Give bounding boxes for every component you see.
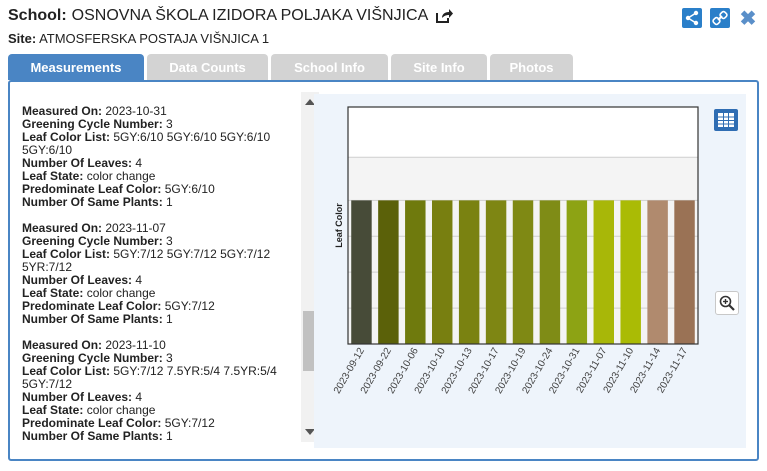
greening-cycle-value: 3 bbox=[166, 117, 173, 131]
same-plants-label: Number Of Same Plants: bbox=[22, 195, 163, 209]
bar-2023-09-22[interactable] bbox=[378, 200, 399, 344]
zoom-in-icon[interactable] bbox=[715, 291, 739, 315]
leaf-color-list-value: 5GY:6/10 5GY:6/10 5GY:6/10 5GY:6/10 bbox=[22, 130, 271, 157]
number-of-leaves-value: 4 bbox=[135, 273, 143, 287]
bar-2023-09-12[interactable] bbox=[351, 200, 372, 344]
leaf-color-list-label: Leaf Color List: bbox=[22, 130, 111, 144]
measured-on-label: Measured On: bbox=[22, 338, 103, 352]
bar-2023-11-10[interactable] bbox=[620, 200, 641, 344]
scroll-down-icon[interactable] bbox=[305, 429, 315, 435]
site-line: Site: ATMOSFERSKA POSTAJA VIŠNJICA 1 bbox=[8, 31, 758, 46]
bar-2023-10-24[interactable] bbox=[539, 200, 561, 344]
number-of-leaves-value: 4 bbox=[135, 156, 143, 170]
record-item: Measured On: 2023-11-10 Greening Cycle N… bbox=[22, 338, 300, 443]
record-item: Measured On: 2023-11-07 Greening Cycle N… bbox=[22, 222, 300, 326]
records-list[interactable]: Measured On: 2023-10-31 Greening Cycle N… bbox=[22, 92, 300, 443]
measurements-panel: Measured On: 2023-10-31 Greening Cycle N… bbox=[8, 80, 759, 461]
number-of-leaves-label: Number Of Leaves: bbox=[22, 390, 133, 404]
leaf-color-list-value: 5GY:7/12 5GY:7/12 5GY:7/12 5YR:7/12 bbox=[22, 247, 271, 274]
tab-measurements[interactable]: Measurements bbox=[8, 54, 144, 80]
predominate-color-label: Predominate Leaf Color: bbox=[22, 182, 162, 196]
tab-site-info[interactable]: Site Info bbox=[391, 54, 487, 80]
tab-school-info[interactable]: School Info bbox=[271, 54, 388, 80]
greening-cycle-label: Greening Cycle Number: bbox=[22, 117, 163, 131]
same-plants-label: Number Of Same Plants: bbox=[22, 312, 163, 326]
leaf-color-list-label: Leaf Color List: bbox=[22, 247, 111, 261]
same-plants-value: 1 bbox=[166, 195, 173, 209]
predominate-color-label: Predominate Leaf Color: bbox=[22, 299, 162, 313]
leaf-color-list-value: 5GY:7/12 7.5YR:5/4 7.5YR:5/4 5GY:7/12 bbox=[22, 364, 277, 391]
leaf-state-value: color change bbox=[86, 403, 156, 417]
greening-cycle-label: Greening Cycle Number: bbox=[22, 234, 163, 248]
greening-cycle-value: 3 bbox=[166, 351, 173, 365]
y-axis-label: Leaf Color bbox=[334, 203, 344, 248]
same-plants-value: 1 bbox=[166, 312, 173, 326]
share-icon[interactable] bbox=[682, 8, 702, 28]
predominate-color-value: 5GY:6/10 bbox=[164, 182, 215, 196]
same-plants-label: Number Of Same Plants: bbox=[22, 429, 163, 443]
site-label: Site: bbox=[8, 31, 37, 46]
tab-bar: Measurements Data Counts School Info Sit… bbox=[8, 54, 573, 80]
school-label: School: bbox=[8, 7, 67, 24]
tab-photos[interactable]: Photos bbox=[490, 54, 573, 80]
number-of-leaves-value: 4 bbox=[135, 390, 143, 404]
leaf-color-list-label: Leaf Color List: bbox=[22, 364, 111, 378]
measured-on-label: Measured On: bbox=[22, 221, 103, 235]
school-line: School: OSNOVNA ŠKOLA IZIDORA POLJAKA VI… bbox=[8, 6, 758, 26]
bar-2023-10-06[interactable] bbox=[405, 200, 426, 344]
tab-data-counts[interactable]: Data Counts bbox=[147, 54, 268, 80]
bar-2023-11-14[interactable] bbox=[647, 200, 668, 344]
bar-2023-11-17[interactable] bbox=[674, 200, 695, 344]
bar-2023-10-19[interactable] bbox=[512, 200, 534, 344]
top-icons: ✖ bbox=[682, 7, 758, 30]
bar-2023-10-13[interactable] bbox=[458, 200, 480, 344]
scrollbar-thumb[interactable] bbox=[303, 311, 317, 371]
header: School: OSNOVNA ŠKOLA IZIDORA POLJAKA VI… bbox=[8, 6, 758, 46]
external-link-icon[interactable] bbox=[435, 8, 454, 24]
table-icon[interactable] bbox=[714, 109, 738, 131]
same-plants-value: 1 bbox=[166, 429, 173, 443]
measured-on-label: Measured On: bbox=[22, 104, 103, 118]
leaf-state-label: Leaf State: bbox=[22, 403, 84, 417]
site-name: ATMOSFERSKA POSTAJA VIŠNJICA 1 bbox=[39, 31, 270, 46]
predominate-color-value: 5GY:7/12 bbox=[164, 299, 215, 313]
predominate-color-value: 5GY:7/12 bbox=[164, 416, 215, 430]
measured-on-value: 2023-11-10 bbox=[105, 338, 166, 352]
bar-2023-11-07[interactable] bbox=[593, 200, 614, 344]
greening-cycle-value: 3 bbox=[166, 234, 173, 248]
measured-on-value: 2023-10-31 bbox=[105, 104, 167, 118]
record-item: Measured On: 2023-10-31 Greening Cycle N… bbox=[22, 105, 300, 209]
greening-cycle-label: Greening Cycle Number: bbox=[22, 351, 163, 365]
bar-2023-10-10[interactable] bbox=[432, 200, 453, 344]
leaf-state-label: Leaf State: bbox=[22, 286, 84, 300]
records-list-container: Measured On: 2023-10-31 Greening Cycle N… bbox=[22, 92, 319, 442]
number-of-leaves-label: Number Of Leaves: bbox=[22, 273, 133, 287]
leaf-state-value: color change bbox=[86, 286, 156, 300]
chart-area: Leaf Color 2023-09-12 2023-09-22 2023-10-06… bbox=[314, 94, 746, 448]
bar-2023-10-31[interactable] bbox=[566, 200, 588, 344]
link-icon[interactable] bbox=[710, 8, 730, 28]
leaf-color-chart: Leaf Color2023-09-122023-09-222023-10-06… bbox=[332, 106, 699, 396]
measured-on-value: 2023-11-07 bbox=[105, 221, 166, 235]
close-icon[interactable]: ✖ bbox=[739, 7, 757, 30]
scroll-up-icon[interactable] bbox=[305, 99, 315, 105]
leaf-state-label: Leaf State: bbox=[22, 169, 84, 183]
school-name: OSNOVNA ŠKOLA IZIDORA POLJAKA VIŠNJICA bbox=[71, 7, 429, 24]
leaf-state-value: color change bbox=[86, 169, 156, 183]
predominate-color-label: Predominate Leaf Color: bbox=[22, 416, 162, 430]
bar-2023-10-17[interactable] bbox=[485, 200, 507, 344]
number-of-leaves-label: Number Of Leaves: bbox=[22, 156, 133, 170]
plot-frame bbox=[347, 106, 699, 345]
